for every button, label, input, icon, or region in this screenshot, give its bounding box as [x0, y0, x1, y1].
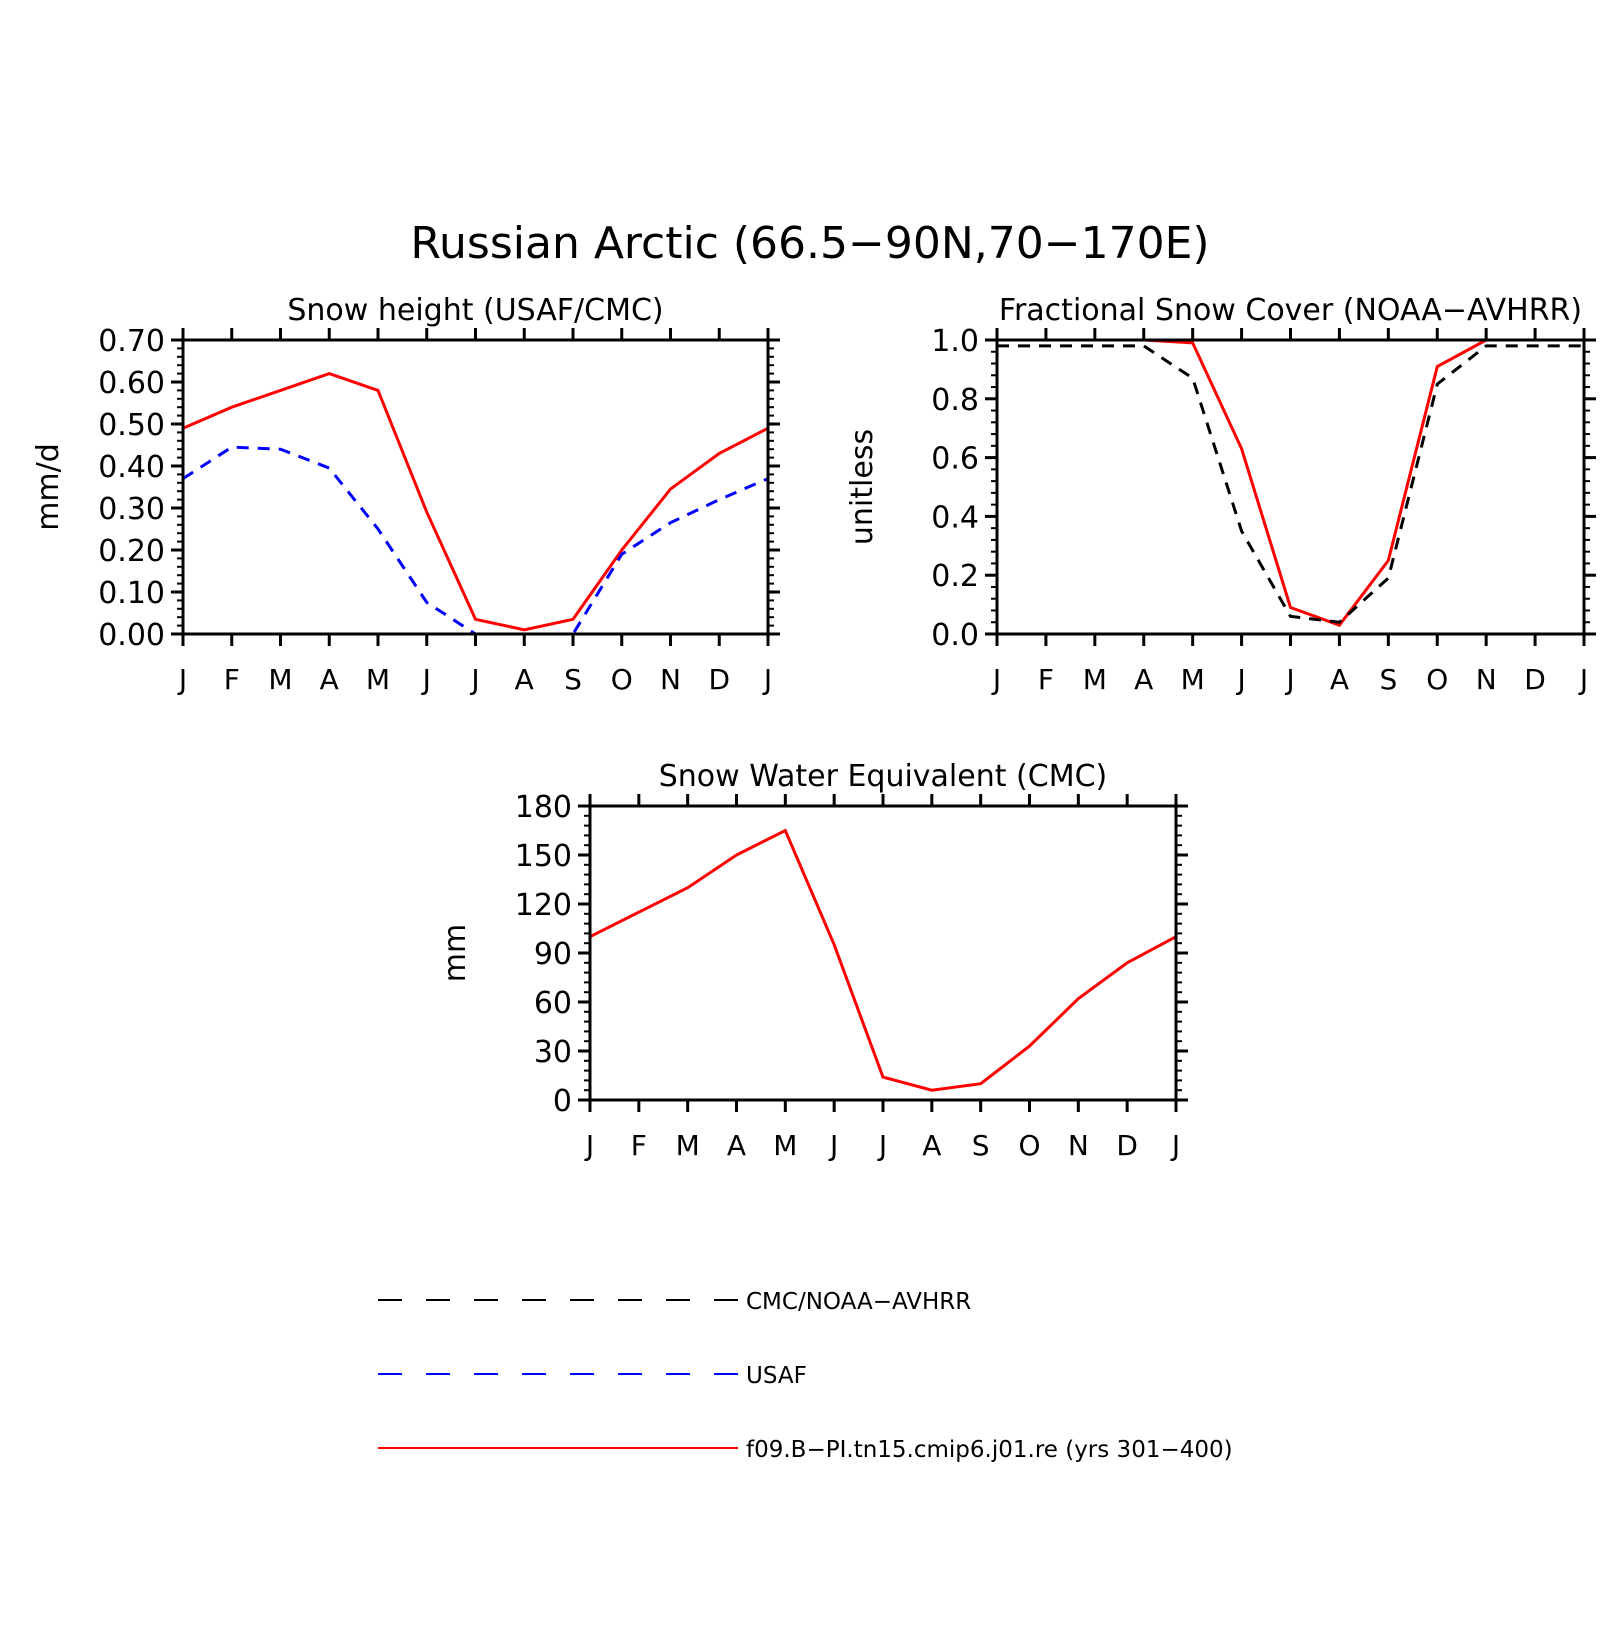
- y-tick-label: 0: [553, 1084, 572, 1119]
- x-tick-label: J: [1578, 663, 1588, 696]
- y-tick-label: 0.10: [98, 576, 165, 611]
- legend-label: USAF: [746, 1363, 807, 1389]
- y-tick-label: 0.00: [98, 618, 165, 653]
- x-tick-label: S: [564, 663, 582, 696]
- y-tick-label: 90: [534, 937, 572, 972]
- x-tick-label: J: [762, 663, 772, 696]
- y-tick-label: 0.20: [98, 534, 165, 569]
- panel-title: Snow Water Equivalent (CMC): [659, 759, 1107, 794]
- y-tick-label: 0.4: [931, 500, 979, 535]
- series-line-model-line: [589, 828, 1177, 1092]
- x-tick-label: J: [1170, 1129, 1180, 1162]
- x-tick-label: N: [1068, 1129, 1089, 1162]
- x-tick-label: M: [268, 663, 292, 696]
- y-tick-label: 0.0: [931, 618, 979, 653]
- x-tick-label: M: [366, 663, 390, 696]
- plot-frame: [181, 338, 770, 636]
- y-tick-label: 150: [515, 839, 572, 874]
- series-line-obs-line: [997, 344, 1584, 624]
- y-tick-label: 0.2: [931, 559, 979, 594]
- legend-label: CMC/NOAA−AVHRR: [746, 1289, 971, 1315]
- legend-label: f09.B−PI.tn15.cmip6.j01.re (yrs 301−400): [746, 1437, 1233, 1463]
- y-tick-label: 0.6: [931, 442, 979, 477]
- x-tick-label: A: [1330, 663, 1349, 696]
- y-tick-label: 30: [534, 1035, 572, 1070]
- panel-snow-water-equivalent: Snow Water Equivalent (CMC)mmJ F M A M J J A S O N…: [438, 759, 1188, 1162]
- y-tick-label: 0.40: [98, 450, 165, 485]
- x-tick-label: S: [1379, 663, 1397, 696]
- y-tick-label: 0.70: [98, 324, 165, 359]
- x-tick-label: J: [1235, 663, 1245, 696]
- x-tick-label: M: [1181, 663, 1205, 696]
- panel-title: Fractional Snow Cover (NOAA−AVHRR): [999, 293, 1582, 328]
- x-tick-label: D: [1116, 1129, 1138, 1162]
- series-line-model-line: [997, 338, 1584, 627]
- legend: CMC/NOAA−AVHRR USAF f09.B−PI.tn15.cmip6.j0…: [378, 1289, 1233, 1463]
- x-tick-label: F: [1038, 663, 1054, 696]
- plot-frame: [995, 338, 1586, 636]
- x-tick-label: O: [611, 663, 633, 696]
- x-tick-label: A: [1134, 663, 1153, 696]
- x-tick-label: F: [631, 1129, 647, 1162]
- x-tick-label: A: [922, 1129, 941, 1162]
- y-tick-label: 180: [515, 790, 572, 825]
- x-tick-label: J: [584, 1129, 594, 1162]
- y-tick-label: 0.50: [98, 408, 165, 443]
- x-tick-label: O: [1018, 1129, 1040, 1162]
- x-tick-label: J: [421, 663, 431, 696]
- x-tick-label: M: [676, 1129, 700, 1162]
- x-tick-label: J: [1284, 663, 1294, 696]
- y-tick-label: 60: [534, 986, 572, 1021]
- x-tick-label: F: [224, 663, 240, 696]
- series-line-usaf-line: [182, 445, 769, 636]
- x-tick-label: S: [972, 1129, 990, 1162]
- panel-title: Snow height (USAF/CMC): [287, 293, 663, 328]
- x-tick-label: D: [708, 663, 730, 696]
- x-tick-label: J: [828, 1129, 838, 1162]
- y-tick-label: 0.8: [931, 383, 979, 418]
- plot-frame: [588, 804, 1178, 1102]
- x-tick-label: M: [1083, 663, 1107, 696]
- x-tick-label: D: [1524, 663, 1546, 696]
- y-axis-label: mm: [438, 924, 473, 982]
- x-tick-label: A: [320, 663, 339, 696]
- x-tick-label: J: [877, 1129, 887, 1162]
- y-axis-label: mm/d: [31, 443, 66, 531]
- x-tick-label: O: [1426, 663, 1448, 696]
- figure-title: Russian Arctic (66.5−90N,70−170E): [410, 218, 1209, 269]
- x-tick-label: N: [660, 663, 681, 696]
- panel-fractional-snow-cover: Fractional Snow Cover (NOAA−AVHRR) unitle…: [845, 293, 1596, 696]
- x-tick-label: A: [727, 1129, 746, 1162]
- y-tick-label: 120: [515, 888, 572, 923]
- series-line-model-line: [182, 372, 769, 632]
- y-tick-label: 1.0: [931, 324, 979, 359]
- x-tick-label: M: [773, 1129, 797, 1162]
- y-axis-label: unitless: [845, 429, 880, 545]
- y-tick-label: 0.60: [98, 366, 165, 401]
- y-tick-label: 0.30: [98, 492, 165, 527]
- x-tick-label: N: [1476, 663, 1497, 696]
- x-tick-label: A: [515, 663, 534, 696]
- x-tick-label: J: [991, 663, 1001, 696]
- x-tick-label: J: [177, 663, 187, 696]
- x-tick-label: J: [469, 663, 479, 696]
- panel-snow-height: Snow height (USAF/CMC)mm/dJ F M A M J J A S O N D J0…: [31, 293, 780, 696]
